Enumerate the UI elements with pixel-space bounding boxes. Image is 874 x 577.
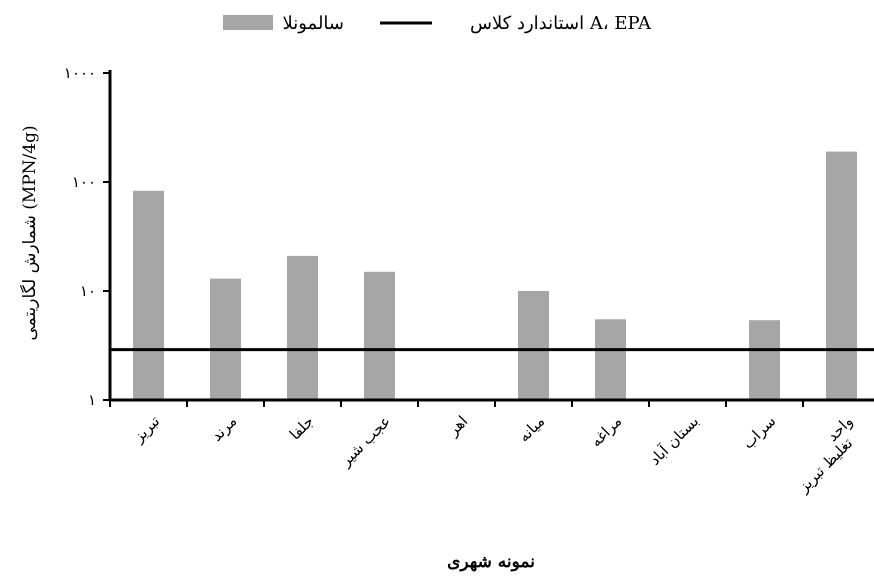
bar-1	[210, 278, 241, 400]
x-tick-label-8: سراب	[739, 412, 779, 452]
x-tick-label-4: اهر	[443, 412, 471, 440]
legend-swatch-series	[223, 15, 273, 30]
bar-2	[287, 255, 318, 400]
bar-5	[518, 291, 549, 400]
y-tick-label-1: ۱۰	[80, 282, 96, 300]
bar-3	[364, 271, 395, 400]
y-tick-label-0: ۱	[88, 391, 96, 409]
x-tick-label-3: عجب شیر	[336, 412, 394, 470]
x-tick-label-2: جلفا	[286, 412, 317, 443]
y-tick-label-3: ۱۰۰۰	[64, 64, 96, 82]
x-tick-label-9-line-1: تغلیظ تبریز	[794, 434, 856, 496]
y-tick-label-2: ۱۰۰	[72, 173, 96, 191]
x-tick-labels-group: تبریز مرند جلفا عجب شیر اهر میانه مراغه بستان آ…	[129, 412, 856, 496]
x-tick-label-7: بستان آباد	[646, 412, 703, 469]
x-tick-label-1: مرند	[208, 412, 241, 445]
x-tick-label-5: میانه	[515, 412, 548, 445]
bars-group	[133, 151, 857, 400]
x-tick-label-0: تبریز	[129, 412, 163, 446]
bar-8	[749, 320, 780, 400]
legend: سالمونلا استاندارد کلاس A، EPA	[223, 13, 652, 34]
x-ticks-group	[109, 400, 804, 407]
legend-label-series: سالمونلا	[282, 13, 344, 34]
bar-9	[826, 151, 857, 400]
legend-label-reference: استاندارد کلاس A، EPA	[470, 13, 652, 34]
x-tick-label-6: مراغه	[587, 412, 625, 450]
y-axis-title: شمارش لگاریتمی (MPN/4g)	[19, 125, 40, 340]
bar-6	[595, 319, 626, 400]
y-ticks-group: ۱ ۱۰ ۱۰۰ ۱۰۰۰	[64, 64, 110, 409]
bar-0	[133, 190, 164, 400]
x-axis-title: نمونه شهری	[447, 552, 535, 572]
